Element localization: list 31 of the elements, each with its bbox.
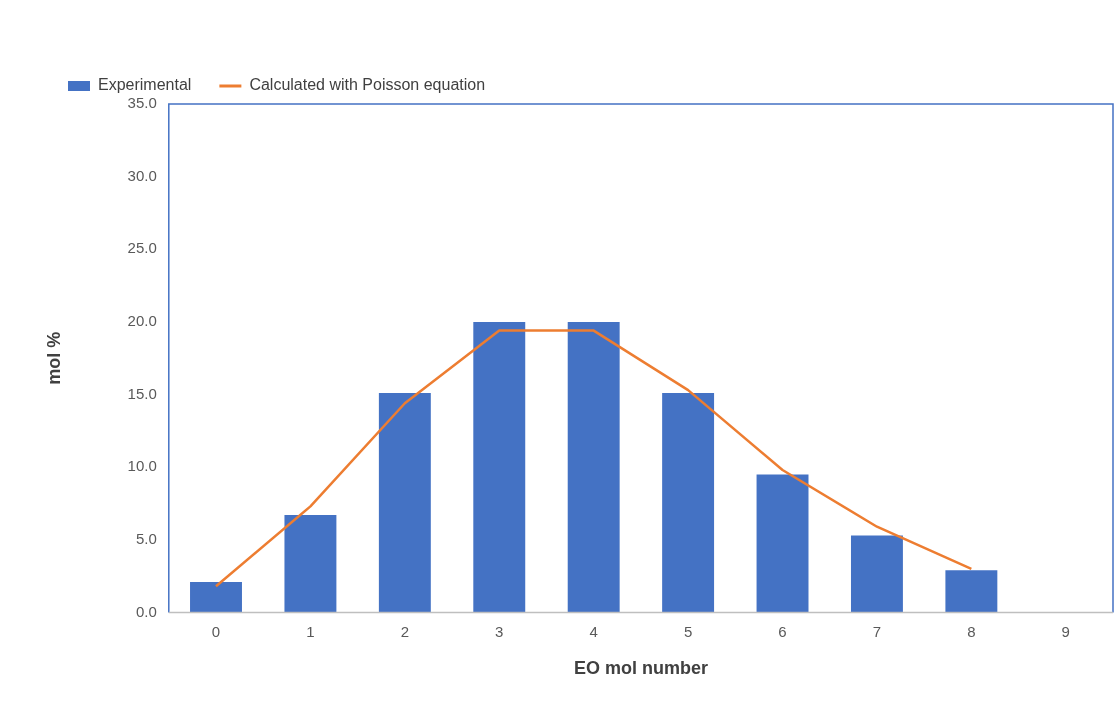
x-tick-label: 2 <box>400 622 410 640</box>
bar <box>190 581 242 613</box>
x-tick-label: 1 <box>306 622 315 640</box>
y-tick-label: 25.0 <box>127 239 157 257</box>
bar <box>378 393 431 613</box>
legend-label: Calculated with Poisson equation <box>249 76 486 94</box>
y-axis-title: mol % <box>43 331 64 385</box>
y-tick-label: 20.0 <box>127 312 157 330</box>
x-tick-label: 7 <box>872 622 882 640</box>
y-tick-label: 30.0 <box>127 166 157 184</box>
legend-label: Experimental <box>98 76 192 94</box>
x-tick-label: 9 <box>1061 622 1070 640</box>
bar <box>473 321 526 613</box>
y-tick-label: 0.0 <box>135 602 157 620</box>
x-axis-title: EO mol number <box>573 658 708 679</box>
x-tick-label: 4 <box>589 622 598 640</box>
y-tick-label: 10.0 <box>127 457 157 475</box>
x-tick-label: 3 <box>495 622 504 640</box>
bar <box>850 535 903 613</box>
bar <box>567 321 620 613</box>
y-tick-label: 5.0 <box>135 529 157 547</box>
bar <box>756 474 809 613</box>
y-tick-label: 15.0 <box>127 384 157 402</box>
x-tick-label: 8 <box>967 622 976 640</box>
bar <box>662 393 715 613</box>
x-tick-label: 5 <box>683 622 693 640</box>
y-tick-label: 35.0 <box>127 94 157 112</box>
x-tick-label: 0 <box>211 622 221 640</box>
x-tick-label: 6 <box>778 622 787 640</box>
bar <box>284 515 337 613</box>
bar <box>945 570 998 613</box>
